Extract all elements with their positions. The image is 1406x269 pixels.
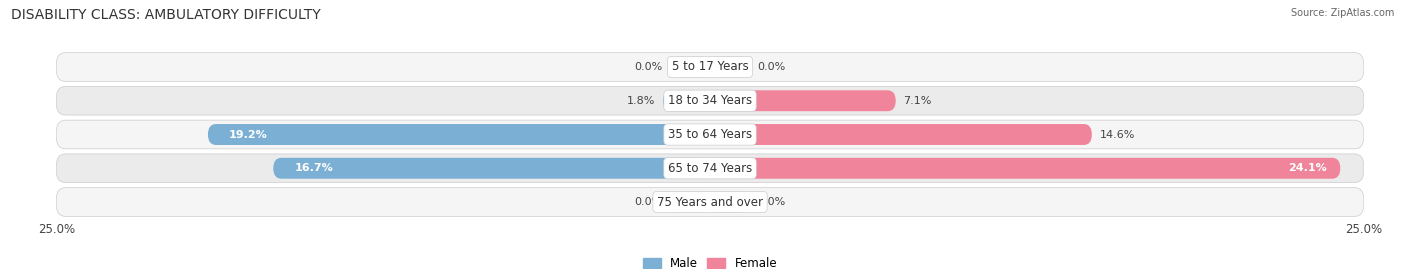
Text: 19.2%: 19.2% xyxy=(229,129,267,140)
Text: 18 to 34 Years: 18 to 34 Years xyxy=(668,94,752,107)
Text: 7.1%: 7.1% xyxy=(904,96,932,106)
Text: Source: ZipAtlas.com: Source: ZipAtlas.com xyxy=(1291,8,1395,18)
Text: DISABILITY CLASS: AMBULATORY DIFFICULTY: DISABILITY CLASS: AMBULATORY DIFFICULTY xyxy=(11,8,321,22)
FancyBboxPatch shape xyxy=(710,56,749,77)
Text: 0.0%: 0.0% xyxy=(634,62,664,72)
FancyBboxPatch shape xyxy=(710,158,1340,179)
FancyBboxPatch shape xyxy=(208,124,710,145)
Text: 0.0%: 0.0% xyxy=(756,62,786,72)
FancyBboxPatch shape xyxy=(671,56,710,77)
Text: 24.1%: 24.1% xyxy=(1288,163,1327,173)
Text: 5 to 17 Years: 5 to 17 Years xyxy=(672,61,748,73)
FancyBboxPatch shape xyxy=(56,86,1364,115)
FancyBboxPatch shape xyxy=(56,188,1364,216)
FancyBboxPatch shape xyxy=(710,124,1092,145)
FancyBboxPatch shape xyxy=(710,192,749,213)
Text: 35 to 64 Years: 35 to 64 Years xyxy=(668,128,752,141)
FancyBboxPatch shape xyxy=(671,192,710,213)
Text: 16.7%: 16.7% xyxy=(294,163,333,173)
Text: 0.0%: 0.0% xyxy=(756,197,786,207)
FancyBboxPatch shape xyxy=(710,90,896,111)
FancyBboxPatch shape xyxy=(56,53,1364,81)
Text: 65 to 74 Years: 65 to 74 Years xyxy=(668,162,752,175)
FancyBboxPatch shape xyxy=(664,90,710,111)
Text: 75 Years and over: 75 Years and over xyxy=(657,196,763,208)
Text: 1.8%: 1.8% xyxy=(627,96,655,106)
Text: 0.0%: 0.0% xyxy=(634,197,664,207)
Text: 14.6%: 14.6% xyxy=(1099,129,1135,140)
FancyBboxPatch shape xyxy=(56,154,1364,183)
FancyBboxPatch shape xyxy=(56,120,1364,149)
Legend: Male, Female: Male, Female xyxy=(638,253,782,269)
FancyBboxPatch shape xyxy=(273,158,710,179)
